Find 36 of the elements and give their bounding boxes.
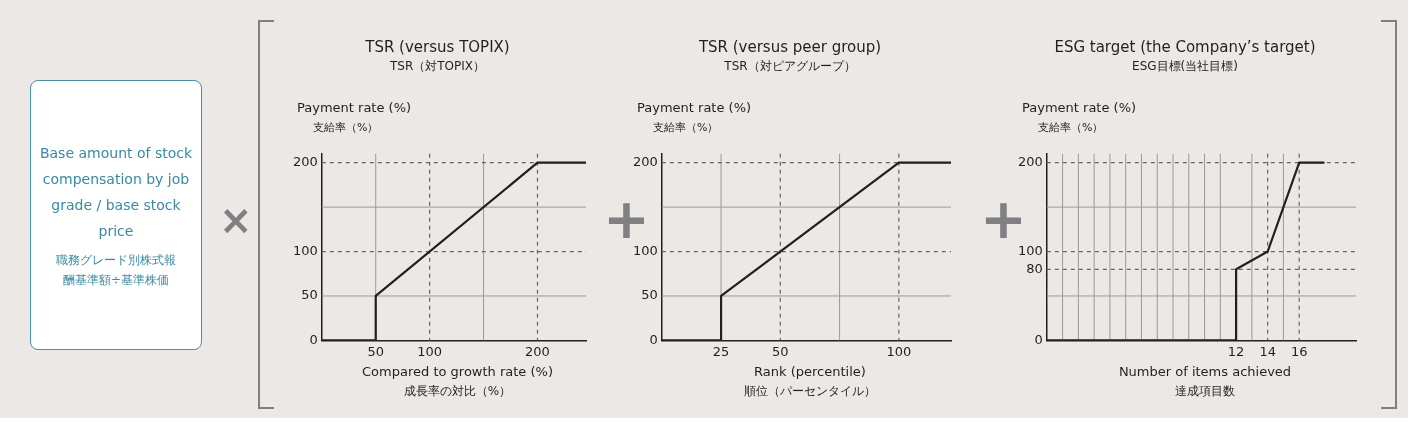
x-tick-label: 16: [1290, 343, 1308, 359]
y-tick-label: 200: [632, 154, 658, 170]
y-axis-title: Payment rate (%) 支給率（%）: [637, 100, 752, 135]
x-tick-label: 100: [886, 343, 912, 359]
chart-subtitle: TSR（対ピアグループ）: [723, 58, 857, 75]
y-tick-label: 100: [1017, 242, 1043, 258]
x-axis-title: Rank (percentile) 順位（パーセンタイル）: [743, 364, 877, 400]
chart-title: ESG target (the Company’s target): [1053, 38, 1317, 56]
x-tick-label: 14: [1259, 343, 1276, 359]
chart-title: TSR (versus TOPIX): [364, 38, 511, 56]
y-tick-label: 100: [632, 242, 658, 258]
chart-subtitle: ESG目標(当社目標): [1131, 58, 1239, 75]
x-tick-label: 50: [367, 343, 384, 359]
text: Base amount of stock compensation by job grade / base stock price: [38, 144, 194, 241]
y-tick-label: 0: [1034, 331, 1043, 347]
y-tick-label: 50: [641, 287, 658, 303]
x-tick-label: 50: [772, 343, 789, 359]
x-tick-label: 25: [712, 343, 730, 359]
chart-title: TSR (versus peer group): [697, 38, 883, 56]
x-tick-label: 12: [1227, 343, 1245, 359]
text: 職務グレード別株式報酬基準額÷基準株価: [55, 252, 177, 289]
y-tick-label: 50: [301, 287, 318, 303]
x-tick-label: 200: [525, 343, 550, 359]
y-tick-label: 100: [292, 242, 318, 258]
text: ×: [219, 197, 253, 243]
x-axis-title: Compared to growth rate (%) 成長率の対比（%）: [361, 364, 554, 400]
y-axis-title: Payment rate (%) 支給率（%）: [297, 100, 412, 135]
y-tick-label: 80: [1026, 260, 1043, 276]
y-axis-title: Payment rate (%) 支給率（%）: [1022, 100, 1137, 135]
chart-subtitle: TSR（対TOPIX）: [388, 58, 487, 75]
y-tick-label: 0: [309, 331, 318, 347]
y-tick-label: 200: [1017, 154, 1043, 170]
x-axis-title: Number of items achieved 達成項目数: [1117, 364, 1293, 400]
y-tick-label: 0: [649, 331, 658, 347]
x-tick-label: 100: [417, 343, 443, 359]
y-tick-label: 200: [292, 154, 318, 170]
